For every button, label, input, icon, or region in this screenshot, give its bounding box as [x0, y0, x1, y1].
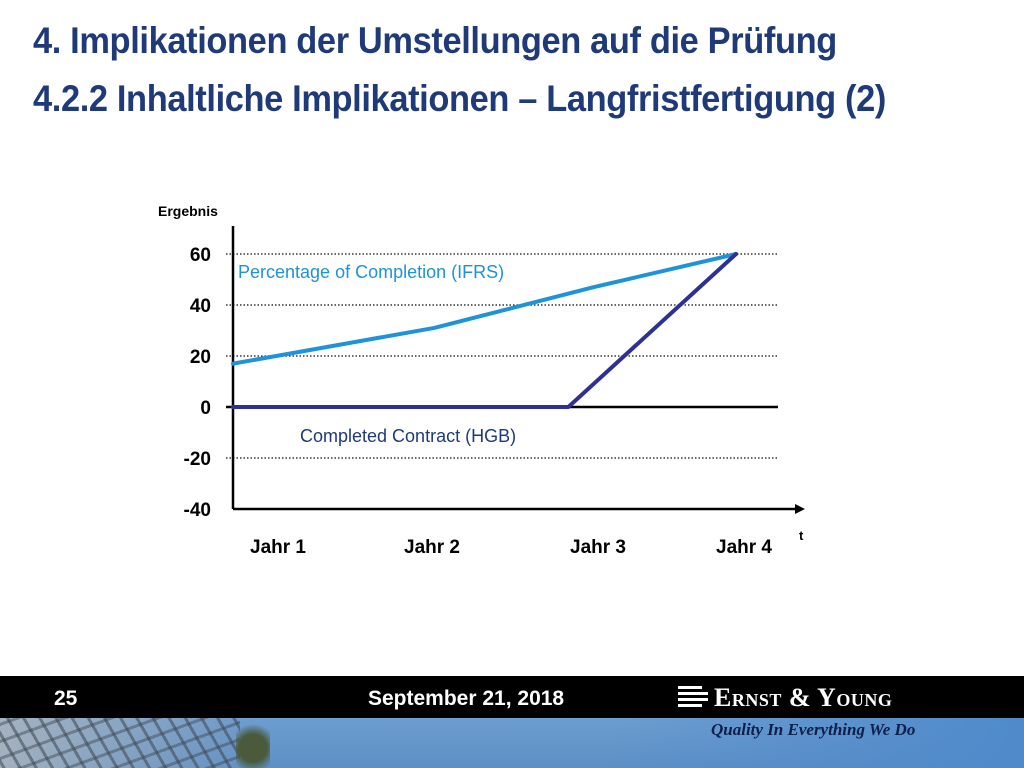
series-label-ifrs: Percentage of Completion (IFRS) — [238, 262, 504, 282]
globe-sculpture-image — [0, 718, 240, 768]
y-tick-label: 40 — [190, 296, 211, 317]
x-tick-label: Jahr 3 — [570, 537, 626, 558]
series-line-hgb — [231, 252, 738, 409]
y-tick-label: 0 — [200, 398, 211, 419]
x-tick-label: Jahr 4 — [716, 537, 772, 558]
footer-bar — [0, 676, 1024, 718]
brand-tagline: Quality In Everything We Do — [711, 720, 916, 739]
title-line-2: 4.2.2 Inhaltliche Implikationen – Langfr… — [33, 78, 886, 119]
x-tick-label: Jahr 2 — [404, 537, 460, 558]
series-label-hgb: Completed Contract (HGB) — [300, 426, 516, 446]
x-tick-label: Jahr 1 — [250, 537, 306, 558]
x-axis-title: t — [799, 528, 804, 543]
y-tick-label: 20 — [190, 347, 211, 368]
slide-title: 4. Implikationen der Umstellungen auf di… — [33, 12, 950, 128]
y-tick-label: 60 — [190, 245, 211, 266]
brand-logo: Ernst & Young — [678, 680, 1024, 716]
title-line-1: 4. Implikationen der Umstellungen auf di… — [33, 20, 837, 61]
footer-photo — [0, 718, 1024, 768]
sky-fade — [600, 718, 1024, 768]
footer-date: September 21, 2018 — [368, 687, 565, 710]
tree-image — [236, 718, 270, 768]
brand-name: Ernst & Young — [714, 683, 893, 712]
brand-mark-icon — [678, 686, 710, 708]
y-tick-label: -20 — [184, 449, 211, 470]
line-chart: 60 40 20 0 -20 -40 Ergebnis t Jahr 1 Jahr 2 Jahr 3… — [158, 203, 805, 558]
series-line-ifrs — [231, 252, 738, 366]
y-tick-label: -40 — [184, 500, 211, 521]
page-number: 25 — [54, 687, 78, 710]
x-axis-arrow — [795, 504, 805, 514]
y-axis-title: Ergebnis — [158, 203, 218, 219]
